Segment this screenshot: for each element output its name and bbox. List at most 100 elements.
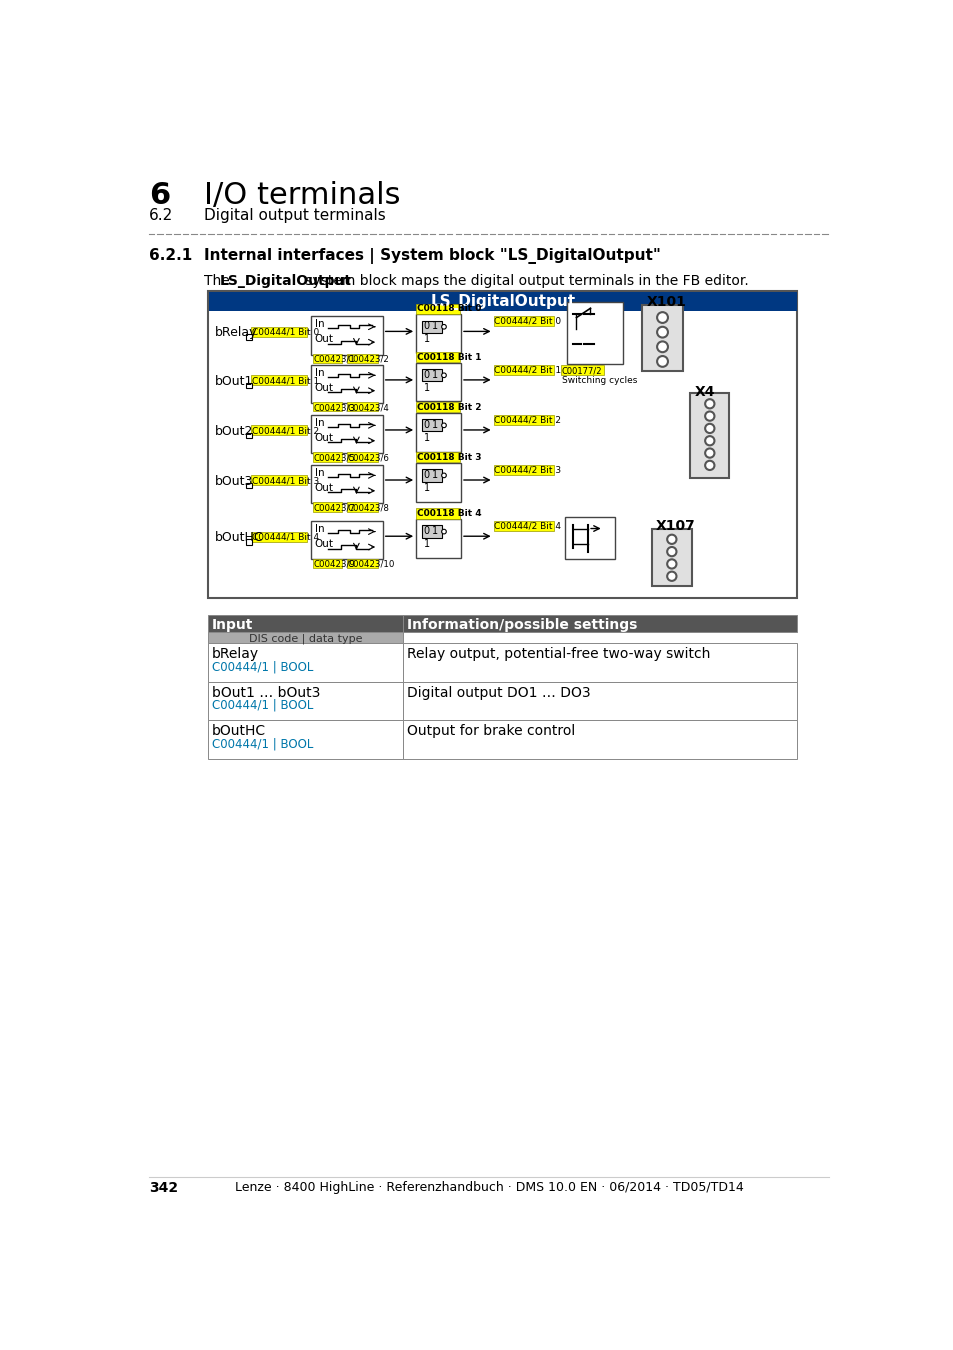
- FancyBboxPatch shape: [208, 643, 402, 682]
- Text: 1: 1: [423, 483, 430, 493]
- Text: C00444/1 | BOOL: C00444/1 | BOOL: [212, 699, 314, 711]
- Circle shape: [657, 356, 667, 367]
- Text: C00423/6: C00423/6: [348, 454, 390, 462]
- Text: Out: Out: [314, 539, 334, 549]
- Text: C00423/8: C00423/8: [348, 504, 390, 512]
- Text: The: The: [204, 274, 234, 288]
- Text: 1: 1: [423, 335, 430, 344]
- Text: 6: 6: [149, 181, 170, 211]
- Text: bOutHC: bOutHC: [212, 724, 266, 738]
- Text: In: In: [314, 524, 324, 533]
- Text: C00118 Bit 1: C00118 Bit 1: [416, 352, 481, 362]
- FancyBboxPatch shape: [251, 532, 307, 541]
- FancyBboxPatch shape: [246, 383, 252, 389]
- FancyBboxPatch shape: [208, 682, 402, 721]
- Circle shape: [657, 327, 667, 338]
- FancyBboxPatch shape: [402, 614, 797, 632]
- FancyBboxPatch shape: [313, 402, 342, 412]
- Text: I/O terminals: I/O terminals: [204, 181, 400, 211]
- Text: 6.2.1: 6.2.1: [149, 248, 192, 263]
- FancyBboxPatch shape: [208, 614, 402, 632]
- Circle shape: [704, 412, 714, 421]
- FancyBboxPatch shape: [251, 327, 307, 336]
- Circle shape: [441, 529, 446, 533]
- Circle shape: [704, 424, 714, 433]
- FancyBboxPatch shape: [690, 393, 728, 478]
- Text: C00444/2 Bit 4: C00444/2 Bit 4: [494, 521, 560, 531]
- FancyBboxPatch shape: [209, 310, 796, 597]
- FancyBboxPatch shape: [347, 502, 377, 512]
- Text: Switching cycles: Switching cycles: [561, 377, 637, 385]
- Text: C00118 Bit 0: C00118 Bit 0: [416, 305, 480, 313]
- FancyBboxPatch shape: [402, 643, 797, 682]
- Text: Output for brake control: Output for brake control: [406, 724, 575, 738]
- FancyBboxPatch shape: [422, 320, 442, 333]
- Text: Input: Input: [212, 618, 253, 632]
- Text: C00444/1 Bit 1: C00444/1 Bit 1: [252, 377, 318, 385]
- Text: C00423/9: C00423/9: [314, 559, 355, 568]
- Text: In: In: [314, 367, 324, 378]
- FancyBboxPatch shape: [416, 402, 459, 412]
- FancyBboxPatch shape: [567, 302, 622, 363]
- Text: 1: 1: [423, 383, 430, 393]
- Text: C00423/7: C00423/7: [314, 504, 355, 512]
- FancyBboxPatch shape: [246, 483, 252, 489]
- FancyBboxPatch shape: [416, 363, 460, 401]
- Text: 1: 1: [432, 321, 438, 331]
- FancyBboxPatch shape: [347, 452, 377, 462]
- Text: bRelay: bRelay: [214, 325, 256, 339]
- Text: DIS code | data type: DIS code | data type: [249, 633, 362, 644]
- Text: 6.2: 6.2: [149, 208, 172, 223]
- Text: 1: 1: [432, 470, 438, 481]
- Text: C00444/1 | BOOL: C00444/1 | BOOL: [212, 660, 314, 674]
- Text: Out: Out: [314, 483, 334, 493]
- FancyBboxPatch shape: [416, 315, 460, 352]
- Text: C00423/4: C00423/4: [348, 404, 390, 412]
- FancyBboxPatch shape: [641, 305, 682, 371]
- Text: C00423/3: C00423/3: [314, 404, 355, 412]
- FancyBboxPatch shape: [651, 528, 691, 586]
- Text: Internal interfaces | System block "LS_DigitalOutput": Internal interfaces | System block "LS_D…: [204, 248, 660, 265]
- FancyBboxPatch shape: [402, 682, 797, 721]
- Text: 0: 0: [423, 420, 430, 429]
- Text: C00177/2: C00177/2: [561, 366, 601, 375]
- Circle shape: [666, 535, 676, 544]
- Text: In: In: [314, 467, 324, 478]
- Text: C00444/1 Bit 0: C00444/1 Bit 0: [252, 328, 318, 336]
- Circle shape: [657, 342, 667, 352]
- FancyBboxPatch shape: [422, 525, 442, 537]
- FancyBboxPatch shape: [251, 475, 307, 486]
- Text: LS_DigitalOutput: LS_DigitalOutput: [430, 294, 575, 310]
- FancyBboxPatch shape: [493, 364, 554, 374]
- FancyBboxPatch shape: [493, 464, 554, 475]
- FancyBboxPatch shape: [493, 316, 554, 325]
- Text: bOutHC: bOutHC: [214, 531, 263, 544]
- FancyBboxPatch shape: [560, 366, 603, 375]
- Text: C00444/2 Bit 1: C00444/2 Bit 1: [494, 366, 561, 374]
- FancyBboxPatch shape: [208, 721, 402, 759]
- FancyBboxPatch shape: [311, 316, 382, 355]
- Text: C00444/2 Bit 2: C00444/2 Bit 2: [494, 416, 560, 424]
- FancyBboxPatch shape: [416, 452, 459, 462]
- FancyBboxPatch shape: [311, 464, 382, 504]
- Text: system block maps the digital output terminals in the FB editor.: system block maps the digital output ter…: [301, 274, 748, 288]
- FancyBboxPatch shape: [347, 559, 377, 568]
- Text: 0: 0: [423, 526, 430, 536]
- Text: Out: Out: [314, 433, 334, 443]
- Text: C00444/2 Bit 3: C00444/2 Bit 3: [494, 466, 561, 474]
- Text: C00444/1 Bit 3: C00444/1 Bit 3: [252, 477, 318, 485]
- FancyBboxPatch shape: [422, 420, 442, 432]
- FancyBboxPatch shape: [313, 502, 342, 512]
- Text: Relay output, potential-free two-way switch: Relay output, potential-free two-way swi…: [406, 647, 709, 662]
- Text: X107: X107: [655, 518, 695, 532]
- FancyBboxPatch shape: [564, 517, 615, 559]
- Text: C00423/1: C00423/1: [314, 355, 355, 363]
- FancyBboxPatch shape: [313, 354, 342, 363]
- Text: 0: 0: [423, 470, 430, 481]
- FancyBboxPatch shape: [493, 414, 554, 424]
- FancyBboxPatch shape: [208, 632, 402, 643]
- FancyBboxPatch shape: [416, 509, 459, 518]
- Text: C00118 Bit 4: C00118 Bit 4: [416, 509, 481, 518]
- Text: Out: Out: [314, 335, 334, 344]
- Circle shape: [704, 448, 714, 458]
